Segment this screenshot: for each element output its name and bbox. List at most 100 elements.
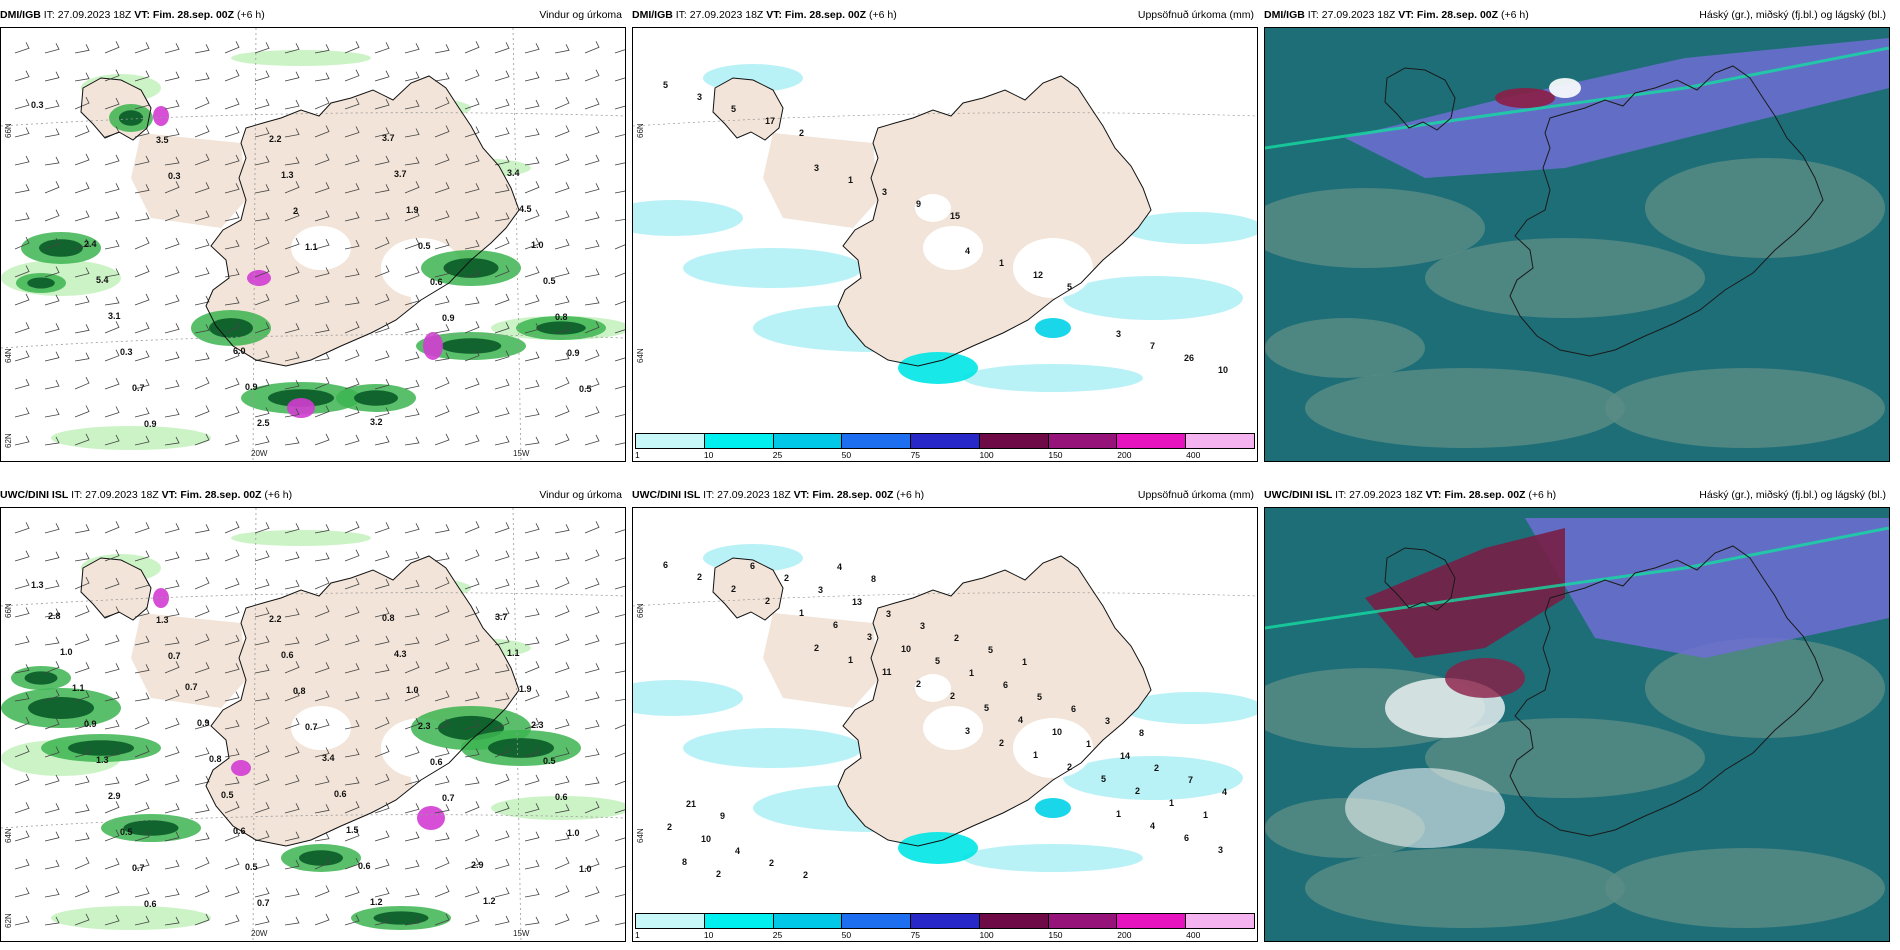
colorbar-ticks: 1 10 25 50 75 100 150 200 400 bbox=[635, 930, 1255, 940]
mid-cloud bbox=[1265, 188, 1485, 268]
wind-barb bbox=[434, 856, 450, 870]
wind-barb bbox=[14, 664, 30, 674]
value-label: 17 bbox=[765, 116, 775, 126]
wind-barb bbox=[374, 42, 390, 54]
wind-barb bbox=[14, 42, 30, 54]
wind-barb bbox=[74, 44, 90, 54]
heavy-precip bbox=[28, 697, 94, 719]
wind-barb bbox=[494, 607, 510, 618]
wind-barb bbox=[164, 43, 180, 54]
value-label: 0.7 bbox=[257, 898, 270, 908]
wind-barb bbox=[254, 915, 270, 926]
wind-barb bbox=[194, 72, 210, 82]
colorbar-tick: 10 bbox=[703, 930, 714, 940]
value-label: 2.4 bbox=[84, 239, 97, 249]
wind-barb bbox=[14, 716, 30, 730]
panel-header: UWC/DINI ISL IT: 27.09.2023 18Z VT: Fim.… bbox=[632, 488, 1258, 502]
coastline bbox=[205, 75, 520, 367]
wind-barb bbox=[224, 296, 240, 306]
wind-barb bbox=[614, 218, 625, 222]
wind-barb bbox=[584, 691, 600, 702]
value-label: 10 bbox=[901, 644, 911, 654]
wind-barb bbox=[14, 830, 30, 842]
wind-barb bbox=[374, 293, 390, 306]
wind-barb bbox=[554, 44, 570, 54]
wind-barb bbox=[104, 691, 120, 702]
wind-barb bbox=[344, 183, 360, 194]
high-cloud-dense bbox=[1445, 658, 1525, 698]
panel-title: Uppsöfnuð úrkoma (mm) bbox=[1137, 9, 1254, 21]
wind-barb bbox=[554, 96, 570, 110]
wind-barb bbox=[344, 434, 360, 446]
value-label: 2.8 bbox=[48, 611, 61, 621]
wind-barb bbox=[284, 351, 300, 362]
wind-barb bbox=[554, 524, 570, 534]
value-label: 0.9 bbox=[144, 419, 157, 429]
wind-barb bbox=[44, 689, 60, 702]
wind-barb bbox=[434, 885, 450, 898]
value-label: 2 bbox=[1154, 763, 1159, 773]
init-time: IT: 27.09.2023 18Z bbox=[40, 9, 135, 21]
panel-uwc-accum-precip: UWC/DINI ISL IT: 27.09.2023 18Z VT: Fim.… bbox=[632, 480, 1258, 950]
wind-barb bbox=[134, 435, 150, 446]
value-label: 1.1 bbox=[507, 648, 520, 658]
map-frame bbox=[1264, 507, 1890, 942]
colorbar-tick: 50 bbox=[841, 450, 852, 460]
value-label: 5 bbox=[731, 104, 736, 114]
longitude-label: 20W bbox=[251, 929, 268, 938]
wind-barb bbox=[404, 266, 420, 278]
wind-barb bbox=[374, 773, 390, 786]
wind-barb bbox=[494, 802, 510, 814]
value-label: 1.2 bbox=[370, 897, 383, 907]
value-label: 4.3 bbox=[394, 649, 407, 659]
wind-barb bbox=[464, 801, 480, 814]
accum-precip-moderate bbox=[1035, 798, 1071, 818]
wind-barb bbox=[584, 521, 600, 534]
wind-barb bbox=[14, 887, 30, 898]
wind-barb bbox=[44, 803, 60, 814]
value-label: 1.3 bbox=[96, 755, 109, 765]
wind-barb bbox=[344, 321, 360, 334]
wind-barb bbox=[254, 407, 270, 418]
wind-barb bbox=[74, 352, 90, 362]
value-label: 1.1 bbox=[305, 242, 318, 252]
wind-barb bbox=[524, 803, 540, 814]
wind-barb bbox=[164, 209, 180, 222]
wind-barb bbox=[284, 408, 300, 418]
wind-barb bbox=[74, 96, 90, 110]
accum-precip-light bbox=[963, 364, 1143, 392]
heavy-precip bbox=[68, 740, 134, 756]
model-name: DMI/IGB bbox=[632, 9, 673, 21]
wind-barb bbox=[74, 856, 90, 870]
wind-barb bbox=[404, 661, 420, 674]
wind-barb bbox=[194, 633, 210, 646]
wind-barb bbox=[374, 887, 390, 898]
valid-time: VT: Fim. 28.sep. 00Z bbox=[793, 489, 894, 501]
wind-barb bbox=[254, 692, 270, 702]
value-label: 0.3 bbox=[168, 171, 181, 181]
value-label: 0.9 bbox=[567, 348, 580, 358]
wind-barb bbox=[104, 154, 120, 166]
wind-barb bbox=[254, 98, 270, 110]
panel-header: DMI/IGB IT: 27.09.2023 18Z VT: Fim. 28.s… bbox=[632, 8, 1258, 22]
wind-barb bbox=[554, 153, 570, 166]
value-label: 10 bbox=[701, 834, 711, 844]
wind-barb bbox=[314, 125, 330, 138]
colorbar-swatches bbox=[635, 913, 1255, 929]
wind-barb bbox=[584, 914, 600, 926]
wind-barb bbox=[374, 184, 390, 194]
wind-barb bbox=[134, 915, 150, 926]
forecast-offset: (+6 h) bbox=[261, 489, 293, 501]
accum-precip-light bbox=[633, 200, 743, 236]
wind-barb bbox=[194, 552, 210, 562]
value-label: 3.4 bbox=[507, 168, 520, 178]
wind-barb bbox=[494, 378, 510, 390]
value-label: 0.6 bbox=[430, 277, 443, 287]
value-label: 2 bbox=[784, 573, 789, 583]
wind-barb bbox=[404, 128, 420, 138]
light-precip bbox=[231, 530, 371, 546]
wind-barb bbox=[404, 803, 420, 814]
wind-barb bbox=[284, 99, 300, 110]
wind-barb bbox=[14, 184, 30, 194]
wind-barb bbox=[404, 523, 420, 534]
